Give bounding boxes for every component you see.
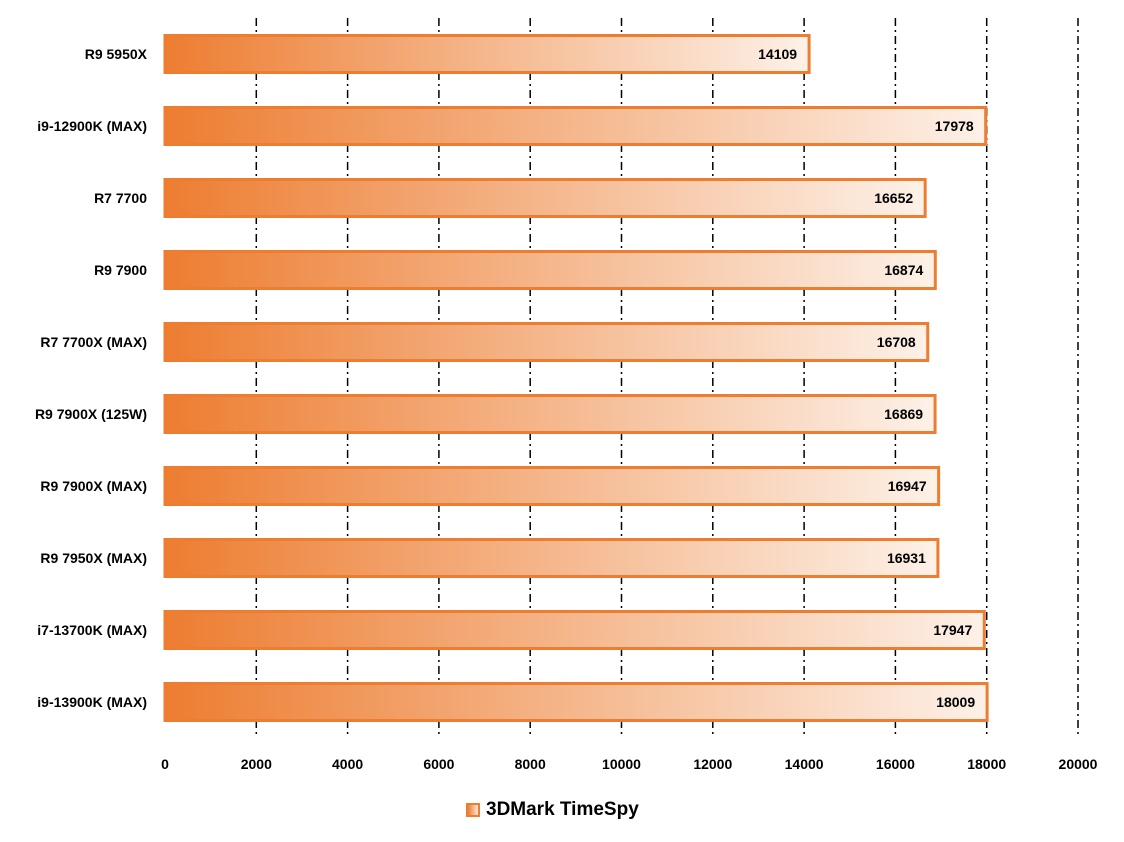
category-label: R9 5950X <box>85 46 148 62</box>
category-label: R9 7950X (MAX) <box>40 550 147 566</box>
category-label: R7 7700X (MAX) <box>40 334 147 350</box>
data-label: 18009 <box>936 694 975 710</box>
legend-label: 3DMark TimeSpy <box>486 799 639 820</box>
x-tick-label: 16000 <box>876 756 915 772</box>
data-label: 16947 <box>888 478 927 494</box>
category-label: i9-12900K (MAX) <box>37 118 147 134</box>
bars <box>163 34 989 722</box>
bar <box>163 466 941 506</box>
bar <box>163 682 989 722</box>
bar <box>163 250 937 290</box>
x-tick-label: 6000 <box>423 756 454 772</box>
bar <box>163 538 940 578</box>
data-label: 16931 <box>887 550 926 566</box>
legend-swatch <box>466 803 480 817</box>
x-tick-label: 4000 <box>332 756 363 772</box>
legend: 3DMark TimeSpy <box>466 797 639 823</box>
data-label: 17947 <box>933 622 972 638</box>
x-tick-label: 2000 <box>241 756 272 772</box>
bar <box>163 394 937 434</box>
x-tick-label: 20000 <box>1059 756 1098 772</box>
data-label: 16708 <box>877 334 916 350</box>
labels: 0 2000 4000 6000 8000 10000 12000 14000 16000 180… <box>35 46 1098 772</box>
bar <box>163 322 930 362</box>
x-tick-label: 10000 <box>602 756 641 772</box>
data-label: 17978 <box>935 118 974 134</box>
bar <box>163 34 811 74</box>
data-label: 16869 <box>884 406 923 422</box>
category-label: R9 7900 <box>94 262 147 278</box>
x-tick-label: 0 <box>161 756 169 772</box>
data-label: 16874 <box>884 262 923 278</box>
category-label: i7-13700K (MAX) <box>37 622 147 638</box>
category-label: R9 7900X (MAX) <box>40 478 147 494</box>
x-tick-label: 12000 <box>693 756 732 772</box>
category-label: i9-13900K (MAX) <box>37 694 147 710</box>
bar <box>163 106 988 146</box>
bar <box>163 178 927 218</box>
category-label: R9 7900X (125W) <box>35 406 147 422</box>
bar <box>163 610 986 650</box>
x-tick-label: 8000 <box>515 756 546 772</box>
data-label: 14109 <box>758 46 797 62</box>
category-label: R7 7700 <box>94 190 147 206</box>
x-tick-label: 18000 <box>967 756 1006 772</box>
data-label: 16652 <box>874 190 913 206</box>
x-tick-label: 14000 <box>785 756 824 772</box>
